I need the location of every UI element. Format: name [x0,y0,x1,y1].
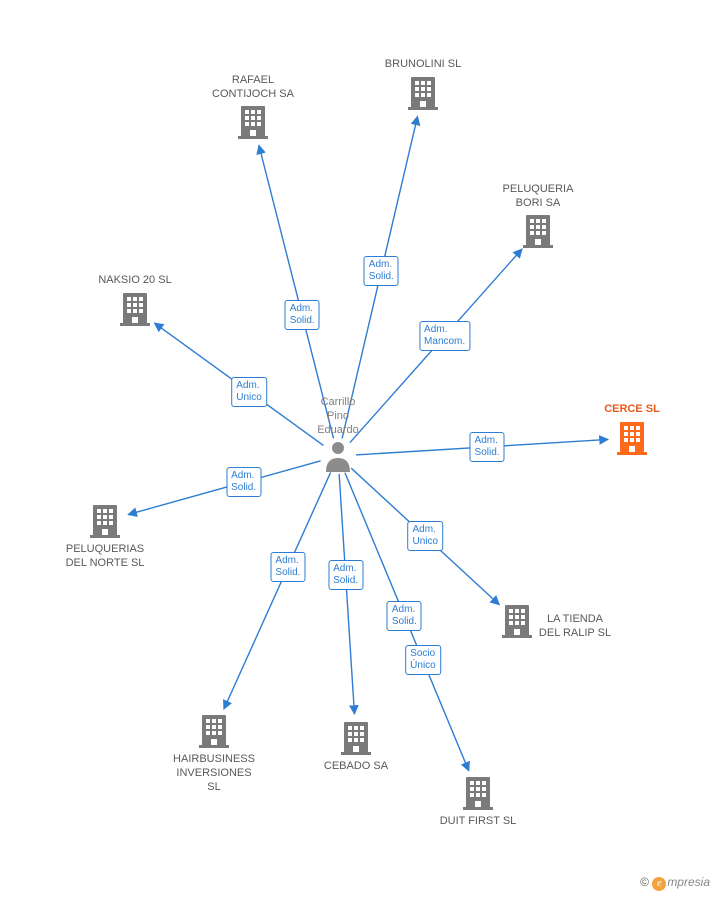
edge-label: Adm. Solid. [470,432,505,462]
building-icon[interactable] [463,777,493,810]
company-label[interactable]: PELUQUERIAS DEL NORTE SL [66,543,145,571]
company-label[interactable]: PELUQUERIA BORI SA [503,183,574,211]
edge-label: Adm. Solid. [226,467,261,497]
brand-name: mpresia [667,875,710,889]
edge-label: Adm. Solid. [270,552,305,582]
building-icon[interactable] [408,77,438,110]
building-icon[interactable] [502,605,532,638]
edge-label: Adm. Unico [407,521,443,551]
copyright-symbol: © [640,875,649,889]
building-icon[interactable] [617,422,647,455]
center-person-label: Carrillo Pino Eduardo [317,396,359,437]
edge-line [259,145,334,438]
company-label[interactable]: NAKSIO 20 SL [98,274,171,288]
edge-line [128,461,321,515]
edge-label: Adm. Mancom. [419,321,470,351]
edge-line [339,474,354,714]
building-icon[interactable] [90,505,120,538]
company-label[interactable]: CEBADO SA [324,760,388,774]
building-icon[interactable] [199,715,229,748]
person-icon [326,442,350,472]
edge-label: Adm. Solid. [285,300,320,330]
edge-label: Socio Único [405,645,441,675]
building-icon[interactable] [238,106,268,139]
building-icon[interactable] [341,722,371,755]
building-icon[interactable] [523,215,553,248]
edge-label: Adm. Solid. [387,601,422,631]
edge-line [224,472,331,709]
footer-copyright: © empresia [640,875,710,891]
company-label[interactable]: CERCE SL [604,403,660,417]
company-label[interactable]: LA TIENDA DEL RALIP SL [539,613,611,641]
company-label[interactable]: RAFAEL CONTIJOCH SA [212,74,294,102]
edge-label: Adm. Solid. [328,560,363,590]
company-label[interactable]: DUIT FIRST SL [440,815,517,829]
edge-label: Adm. Solid. [364,256,399,286]
building-icon[interactable] [120,293,150,326]
edge-label: Adm. Unico [231,377,267,407]
company-label[interactable]: BRUNOLINI SL [385,58,461,72]
brand-logo-icon: e [652,877,666,891]
company-label[interactable]: HAIRBUSINESS INVERSIONES SL [173,753,255,794]
